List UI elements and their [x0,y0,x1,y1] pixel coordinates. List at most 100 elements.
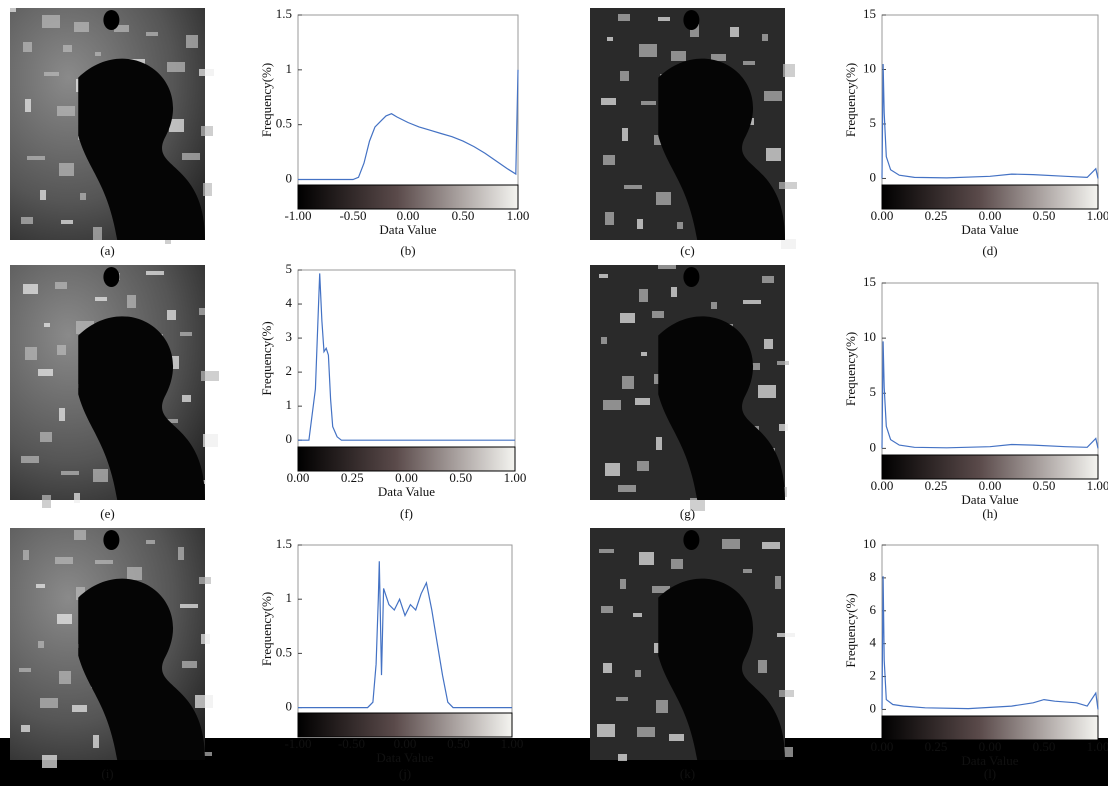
x-axis-label: Data Value [961,492,1018,507]
urban-patch [38,369,53,376]
image-caption: (i) [101,766,113,781]
x-axis-label: Data Value [376,750,433,765]
colorbar-label: 1.00 [507,208,530,223]
urban-patch [195,695,213,708]
colorbar-label: 1.00 [504,470,527,485]
histogram-line [298,69,519,181]
urban-patch [180,604,198,608]
urban-patch [597,724,615,737]
urban-patch [777,633,795,637]
plot-frame [297,269,516,448]
urban-patch [201,126,213,136]
urban-patch [601,606,613,613]
urban-patch [201,634,210,644]
urban-patch [764,339,773,349]
urban-patch [59,408,65,421]
urban-patch [169,119,184,132]
water [78,58,205,240]
urban-patch [690,498,705,511]
urban-patch [639,552,654,565]
colorbar-label: 0.00 [394,736,417,751]
colorbar-label: 0.00 [979,478,1002,493]
urban-patch [671,287,677,297]
urban-patch [635,670,641,677]
lake [683,10,700,30]
urban-patch [671,51,686,61]
urban-patch [201,371,219,381]
urban-patch [163,419,178,423]
urban-patch [711,302,717,309]
urban-patch [146,271,164,275]
urban-patch [74,493,80,503]
urban-patch [57,106,75,116]
colorbar-label: 0.50 [447,736,470,751]
urban-patch [618,754,627,761]
plot-frame [881,544,1099,717]
colorbar-label: 0.00 [871,208,894,223]
urban-patch [605,212,614,225]
y-tick-label: 4 [286,295,293,310]
colorbar-label: -0.50 [339,208,366,223]
urban-patch [165,237,171,244]
y-tick-label: 0 [870,169,877,184]
histogram-chart: 0 5 10 15 0.00 0.25 0.00 0.50 1.00 Data Value Freq… [843,6,1108,258]
urban-patch [711,54,726,61]
urban-patch [40,698,58,708]
urban-patch [44,72,59,76]
colorbar-label: 0.25 [341,470,364,485]
urban-patch [95,297,107,301]
urban-patch [730,27,739,37]
urban-patch [781,239,796,249]
y-tick-label: 0 [286,171,293,186]
x-axis-label: Data Value [379,222,436,237]
chart-caption: (l) [984,766,996,781]
y-tick-label: 6 [870,602,877,617]
urban-patch [652,311,664,318]
urban-patch [620,579,626,589]
y-tick-label: 4 [870,635,877,650]
urban-patch [603,400,621,410]
y-axis-label: Frequency(%) [259,63,274,137]
urban-patch [620,313,635,323]
urban-patch [618,14,630,21]
urban-patch [72,705,87,712]
chart-caption: (b) [400,243,415,258]
urban-patch [639,44,657,57]
y-axis-label: Frequency(%) [259,321,274,395]
y-tick-label: 0 [286,431,293,446]
urban-patch [671,559,683,569]
x-axis-label: Data Value [378,484,435,499]
y-tick-label: 0.5 [276,644,292,659]
histogram-line [881,576,1099,710]
urban-patch [36,584,45,588]
plot-frame [297,14,519,186]
urban-patch [669,734,684,741]
urban-patch [178,547,184,560]
urban-patch [620,71,629,81]
urban-patch [59,163,74,176]
colorbar-label: -0.50 [338,736,365,751]
urban-patch [658,265,676,269]
urban-patch [93,469,108,482]
urban-patch [624,185,642,189]
urban-patch [637,727,655,737]
urban-patch [762,276,774,283]
urban-patch [677,222,683,229]
x-axis-label: Data Value [961,753,1018,768]
colorbar-label: 0.50 [449,470,472,485]
colorbar-label: 1.00 [1087,208,1108,223]
y-tick-label: 2 [286,363,293,378]
histogram-chart: 0 2 4 6 8 10 0.00 0.25 0.00 0.50 1.00 Data Value Fre… [843,536,1108,781]
y-tick-label: 2 [870,668,877,683]
urban-patch [603,155,615,165]
y-axis-label: Frequency(%) [259,592,274,666]
urban-patch [603,663,612,673]
urban-patch [601,98,616,105]
urban-patch [57,614,72,624]
image-caption: (c) [680,243,694,258]
urban-patch [199,577,211,584]
colorbar-label: 0.00 [979,739,1002,754]
urban-patch [652,586,670,593]
lake [103,10,120,30]
urban-patch [639,289,648,302]
